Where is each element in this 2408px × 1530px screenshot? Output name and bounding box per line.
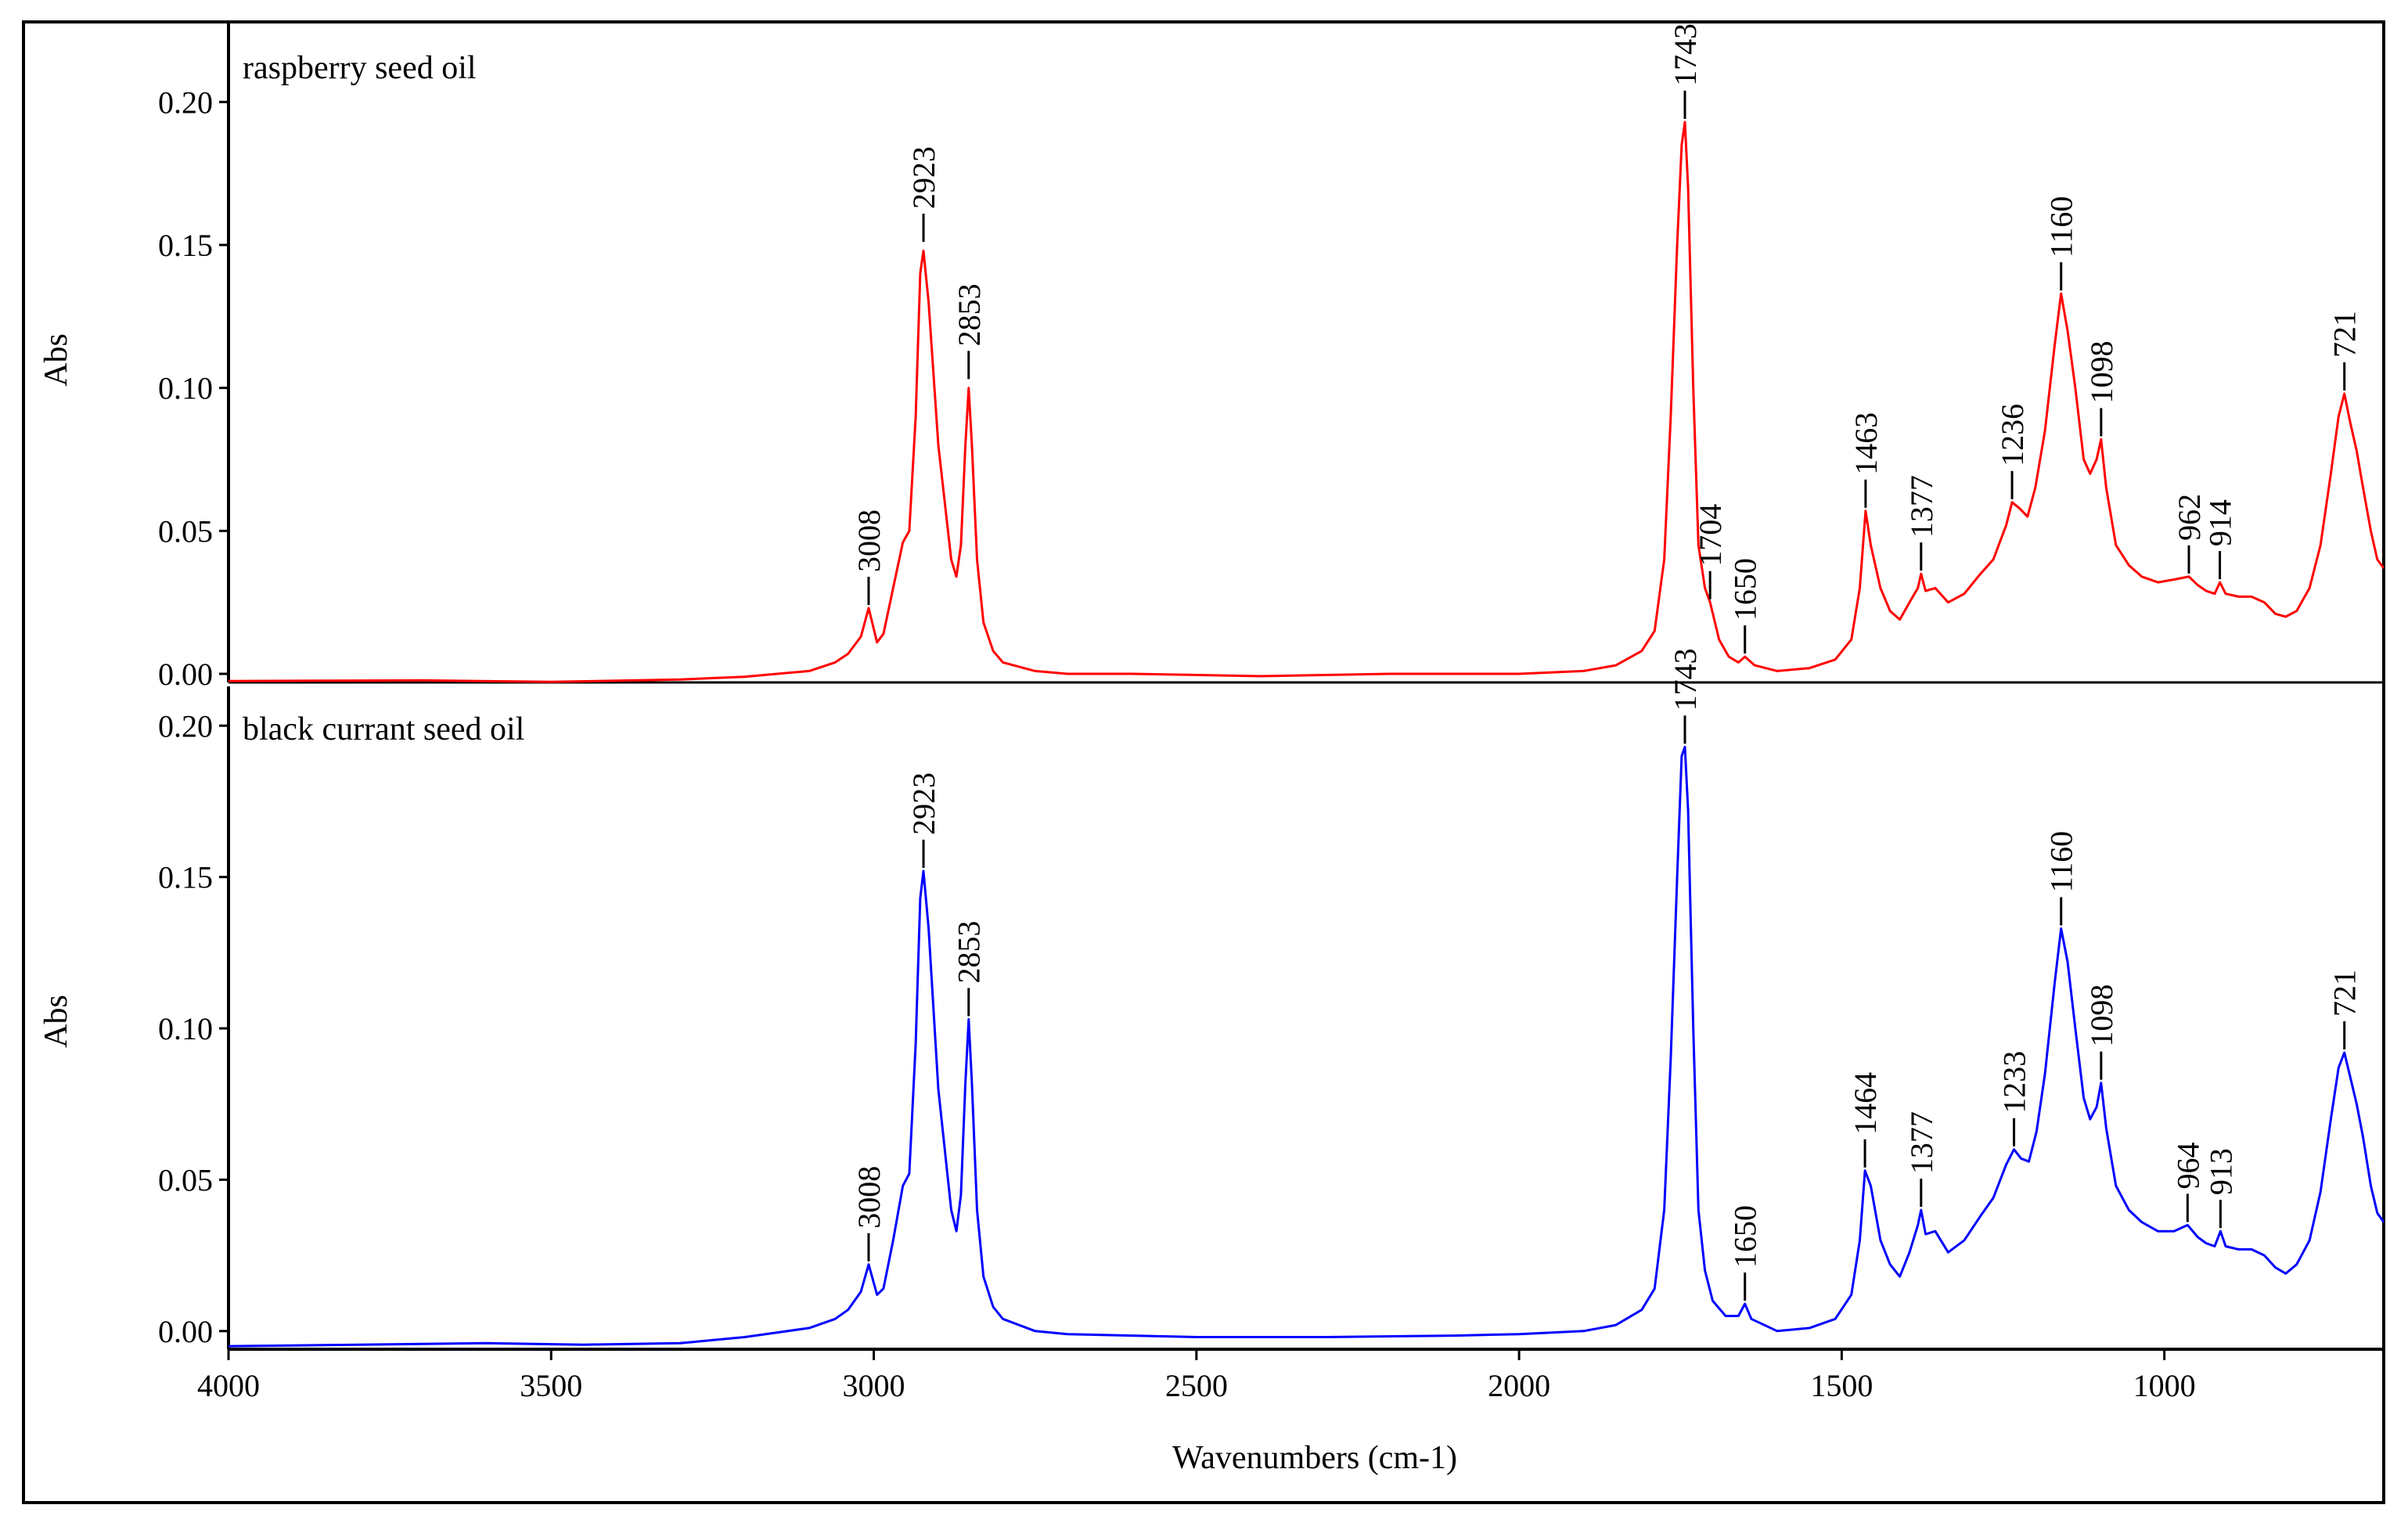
x-axis: 4000 3500 3000 2500 2000 1500 1000	[197, 1349, 2196, 1403]
peak-label: 1650	[1728, 1205, 1763, 1268]
panel-raspberry-seed-oil: 0.00 0.05 0.10 0.15 0.20 3008 2923 2853 1743 1704…	[38, 22, 2385, 692]
peak-label: 2853	[952, 283, 987, 346]
y-tick-label: 0.20	[158, 85, 213, 120]
peak-label: 1464	[1848, 1072, 1883, 1135]
peak-label: 1704	[1693, 504, 1728, 567]
x-axis-title: Wavenumbers (cm-1)	[1172, 1440, 1457, 1476]
x-tick-label: 1500	[1810, 1368, 1873, 1403]
peak-label: 1377	[1904, 475, 1939, 538]
y-tick-label: 0.00	[158, 1314, 213, 1349]
peak-label: 1377	[1904, 1111, 1939, 1174]
peak-label: 2923	[906, 146, 941, 209]
x-tick-label: 2000	[1488, 1368, 1550, 1403]
panel-title: black currant seed oil	[243, 711, 524, 747]
peak-label: 1743	[1668, 648, 1703, 711]
peak-label: 1233	[1997, 1051, 2032, 1114]
panel-black-currant-seed-oil: 0.00 0.05 0.10 0.15 0.20 3008 2923 2853 1743 1650…	[38, 648, 2385, 1351]
plot-area: 0.00 0.05 0.10 0.15 0.20 3008 2923 2853 1743 1650…	[158, 648, 2385, 1351]
peak-label: 914	[2203, 499, 2238, 546]
peak-label: 1098	[2084, 985, 2119, 1047]
y-axis-title: Abs	[38, 333, 74, 387]
peak-label: 721	[2327, 311, 2363, 358]
y-tick-label: 0.15	[158, 860, 213, 895]
peak-label: 1463	[1848, 412, 1884, 475]
peak-label: 1098	[2084, 340, 2119, 403]
peak-label: 721	[2327, 970, 2363, 1017]
y-tick-label: 0.00	[158, 657, 213, 692]
peak-label: 962	[2172, 494, 2207, 541]
x-tick-label: 2500	[1165, 1368, 1228, 1403]
y-axis-title: Abs	[38, 995, 74, 1048]
outer-frame	[22, 20, 2385, 1504]
peak-label: 3008	[851, 509, 887, 572]
y-tick-label: 0.05	[158, 513, 213, 549]
y-tick-label: 0.10	[158, 371, 213, 406]
y-tick-label: 0.15	[158, 228, 213, 263]
panel-title: raspberry seed oil	[243, 50, 477, 86]
peak-label: 2853	[952, 920, 987, 983]
spectrum-line	[228, 745, 2385, 1348]
peak-label: 1650	[1728, 558, 1763, 621]
peak-label: 1160	[2044, 196, 2079, 258]
peak-label: 3008	[851, 1166, 887, 1229]
peak-label: 1160	[2044, 831, 2079, 893]
spectrum-line	[228, 121, 2385, 683]
y-tick-label: 0.05	[158, 1162, 213, 1197]
y-tick-label: 0.20	[158, 708, 213, 743]
peak-label: 2923	[906, 772, 941, 835]
y-tick-label: 0.10	[158, 1011, 213, 1046]
peak-label: 1236	[1995, 404, 2030, 466]
x-tick-label: 1000	[2133, 1368, 2196, 1403]
x-tick-label: 3500	[520, 1368, 582, 1403]
x-tick-label: 3000	[843, 1368, 905, 1403]
plot-area: 0.00 0.05 0.10 0.15 0.20 3008 2923 2853 1743 1704…	[158, 22, 2385, 692]
peak-label: 913	[2203, 1148, 2238, 1195]
peak-label: 1743	[1668, 23, 1703, 86]
x-tick-label: 4000	[197, 1368, 260, 1403]
peak-label: 964	[2170, 1142, 2205, 1189]
